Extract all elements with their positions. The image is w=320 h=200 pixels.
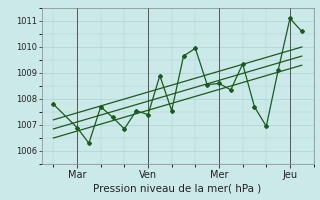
X-axis label: Pression niveau de la mer( hPa ): Pression niveau de la mer( hPa )	[93, 184, 262, 194]
